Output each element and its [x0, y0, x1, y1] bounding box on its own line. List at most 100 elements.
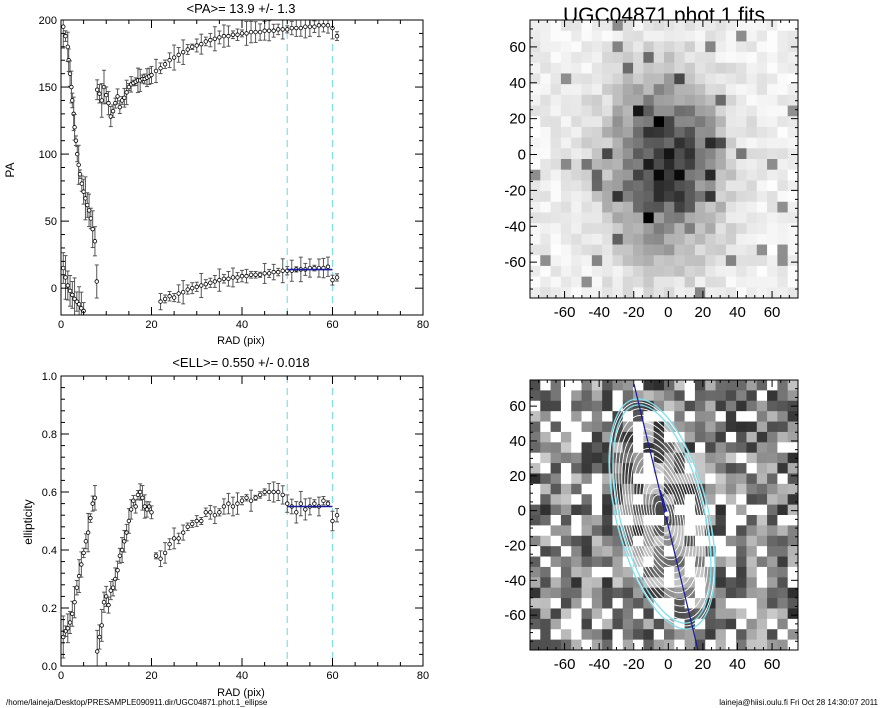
pixel-cell	[705, 244, 716, 256]
pixel-cell	[612, 41, 624, 53]
pixel-cell	[581, 265, 593, 278]
pixel-cell	[653, 244, 665, 256]
pixel-cell	[550, 73, 562, 85]
data-marker	[128, 507, 134, 512]
pixel-cell	[560, 116, 572, 128]
data-marker	[180, 530, 186, 535]
data-point	[99, 83, 104, 118]
pixel-cell	[736, 126, 747, 139]
data-point	[126, 508, 132, 534]
data-marker	[61, 634, 66, 640]
data-point	[162, 59, 168, 69]
pixel-cell	[633, 233, 644, 245]
pixel-cell	[777, 639, 789, 651]
data-marker	[262, 271, 267, 276]
data-point	[144, 501, 150, 518]
pixel-cell	[674, 618, 686, 630]
pixel-cell	[633, 30, 644, 42]
pixel-cell	[571, 169, 582, 181]
pixel-cell	[571, 535, 582, 547]
pixel-cell	[715, 169, 727, 181]
data-marker	[162, 550, 168, 556]
pixel-cell	[540, 94, 552, 106]
pixel-cell	[787, 452, 799, 464]
pixel-cell	[705, 126, 716, 139]
pixel-cell	[643, 62, 655, 74]
pixel-cell	[767, 276, 778, 288]
pixel-cell	[530, 515, 541, 526]
pixel-cell	[581, 159, 593, 171]
isophote-ellipse	[633, 454, 691, 574]
pixel-cell	[705, 390, 716, 402]
pixel-cell	[612, 566, 624, 578]
data-marker	[185, 524, 190, 529]
pixel-cell	[674, 62, 686, 74]
pixel-cell	[612, 212, 624, 224]
pixel-cell	[746, 618, 758, 630]
pixel-cell	[643, 191, 655, 203]
pixel-cell	[694, 84, 706, 96]
pixel-cell	[777, 116, 789, 128]
data-marker	[167, 294, 172, 299]
pixel-cell	[591, 535, 603, 547]
pixel-cell	[715, 223, 727, 235]
pixel-cell	[622, 515, 634, 526]
data-point	[171, 293, 177, 303]
pixel-cell	[705, 287, 716, 299]
pixel-cell	[653, 525, 665, 537]
pa-ylabel: PA	[3, 162, 17, 177]
data-marker	[212, 513, 218, 518]
pixel-cell	[622, 116, 634, 128]
pixel-cell	[550, 390, 562, 402]
pixel-cell	[684, 515, 696, 526]
isophote-ellipse	[615, 414, 709, 614]
pixel-cell	[705, 137, 716, 149]
ytick-label: 1.0	[42, 371, 57, 383]
pixel-cell	[633, 276, 644, 288]
pixel-cell	[674, 608, 686, 620]
pixel-cell	[622, 137, 634, 149]
pixel-cell	[767, 390, 778, 402]
pixel-cell	[622, 411, 634, 422]
pixel-cell	[591, 608, 603, 620]
pixel-cell	[571, 483, 582, 495]
pixel-cell	[705, 30, 716, 42]
pixel-cell	[684, 556, 696, 568]
data-point	[217, 508, 222, 517]
pixel-cell	[530, 639, 541, 651]
data-marker	[325, 264, 331, 269]
pixel-cell	[560, 223, 572, 235]
pixel-cell	[746, 276, 758, 288]
pixel-cell	[643, 535, 655, 547]
pixel-cell	[581, 535, 593, 547]
pixel-cell	[725, 191, 737, 203]
pixel-cell	[571, 62, 582, 74]
pixel-cell	[725, 244, 737, 256]
data-marker	[124, 530, 129, 535]
pixel-cell	[756, 566, 768, 578]
pixel-cell	[705, 442, 716, 454]
data-marker	[104, 594, 109, 599]
pixel-cell	[756, 276, 768, 288]
pixel-cell	[571, 212, 582, 224]
data-marker	[280, 27, 285, 32]
pixel-cell	[777, 463, 789, 474]
pixel-cell	[746, 390, 758, 402]
pixel-cell	[633, 546, 644, 557]
pixel-cell	[756, 473, 768, 485]
pixel-cell	[581, 148, 593, 160]
pixel-cell	[550, 233, 562, 245]
data-marker	[176, 291, 181, 296]
pixel-cell	[715, 62, 727, 74]
pixel-cell	[581, 566, 593, 578]
pixel-cell	[787, 566, 799, 578]
pixel-cell	[653, 212, 665, 224]
pixel-cell	[633, 287, 644, 299]
pixel-cell	[540, 473, 552, 485]
pixel-cell	[746, 546, 758, 557]
pixel-cell	[540, 244, 552, 256]
pixel-cell	[560, 20, 572, 32]
pixel-cell	[694, 535, 706, 547]
pixel-cell	[694, 276, 706, 288]
pixel-cell	[571, 421, 582, 433]
